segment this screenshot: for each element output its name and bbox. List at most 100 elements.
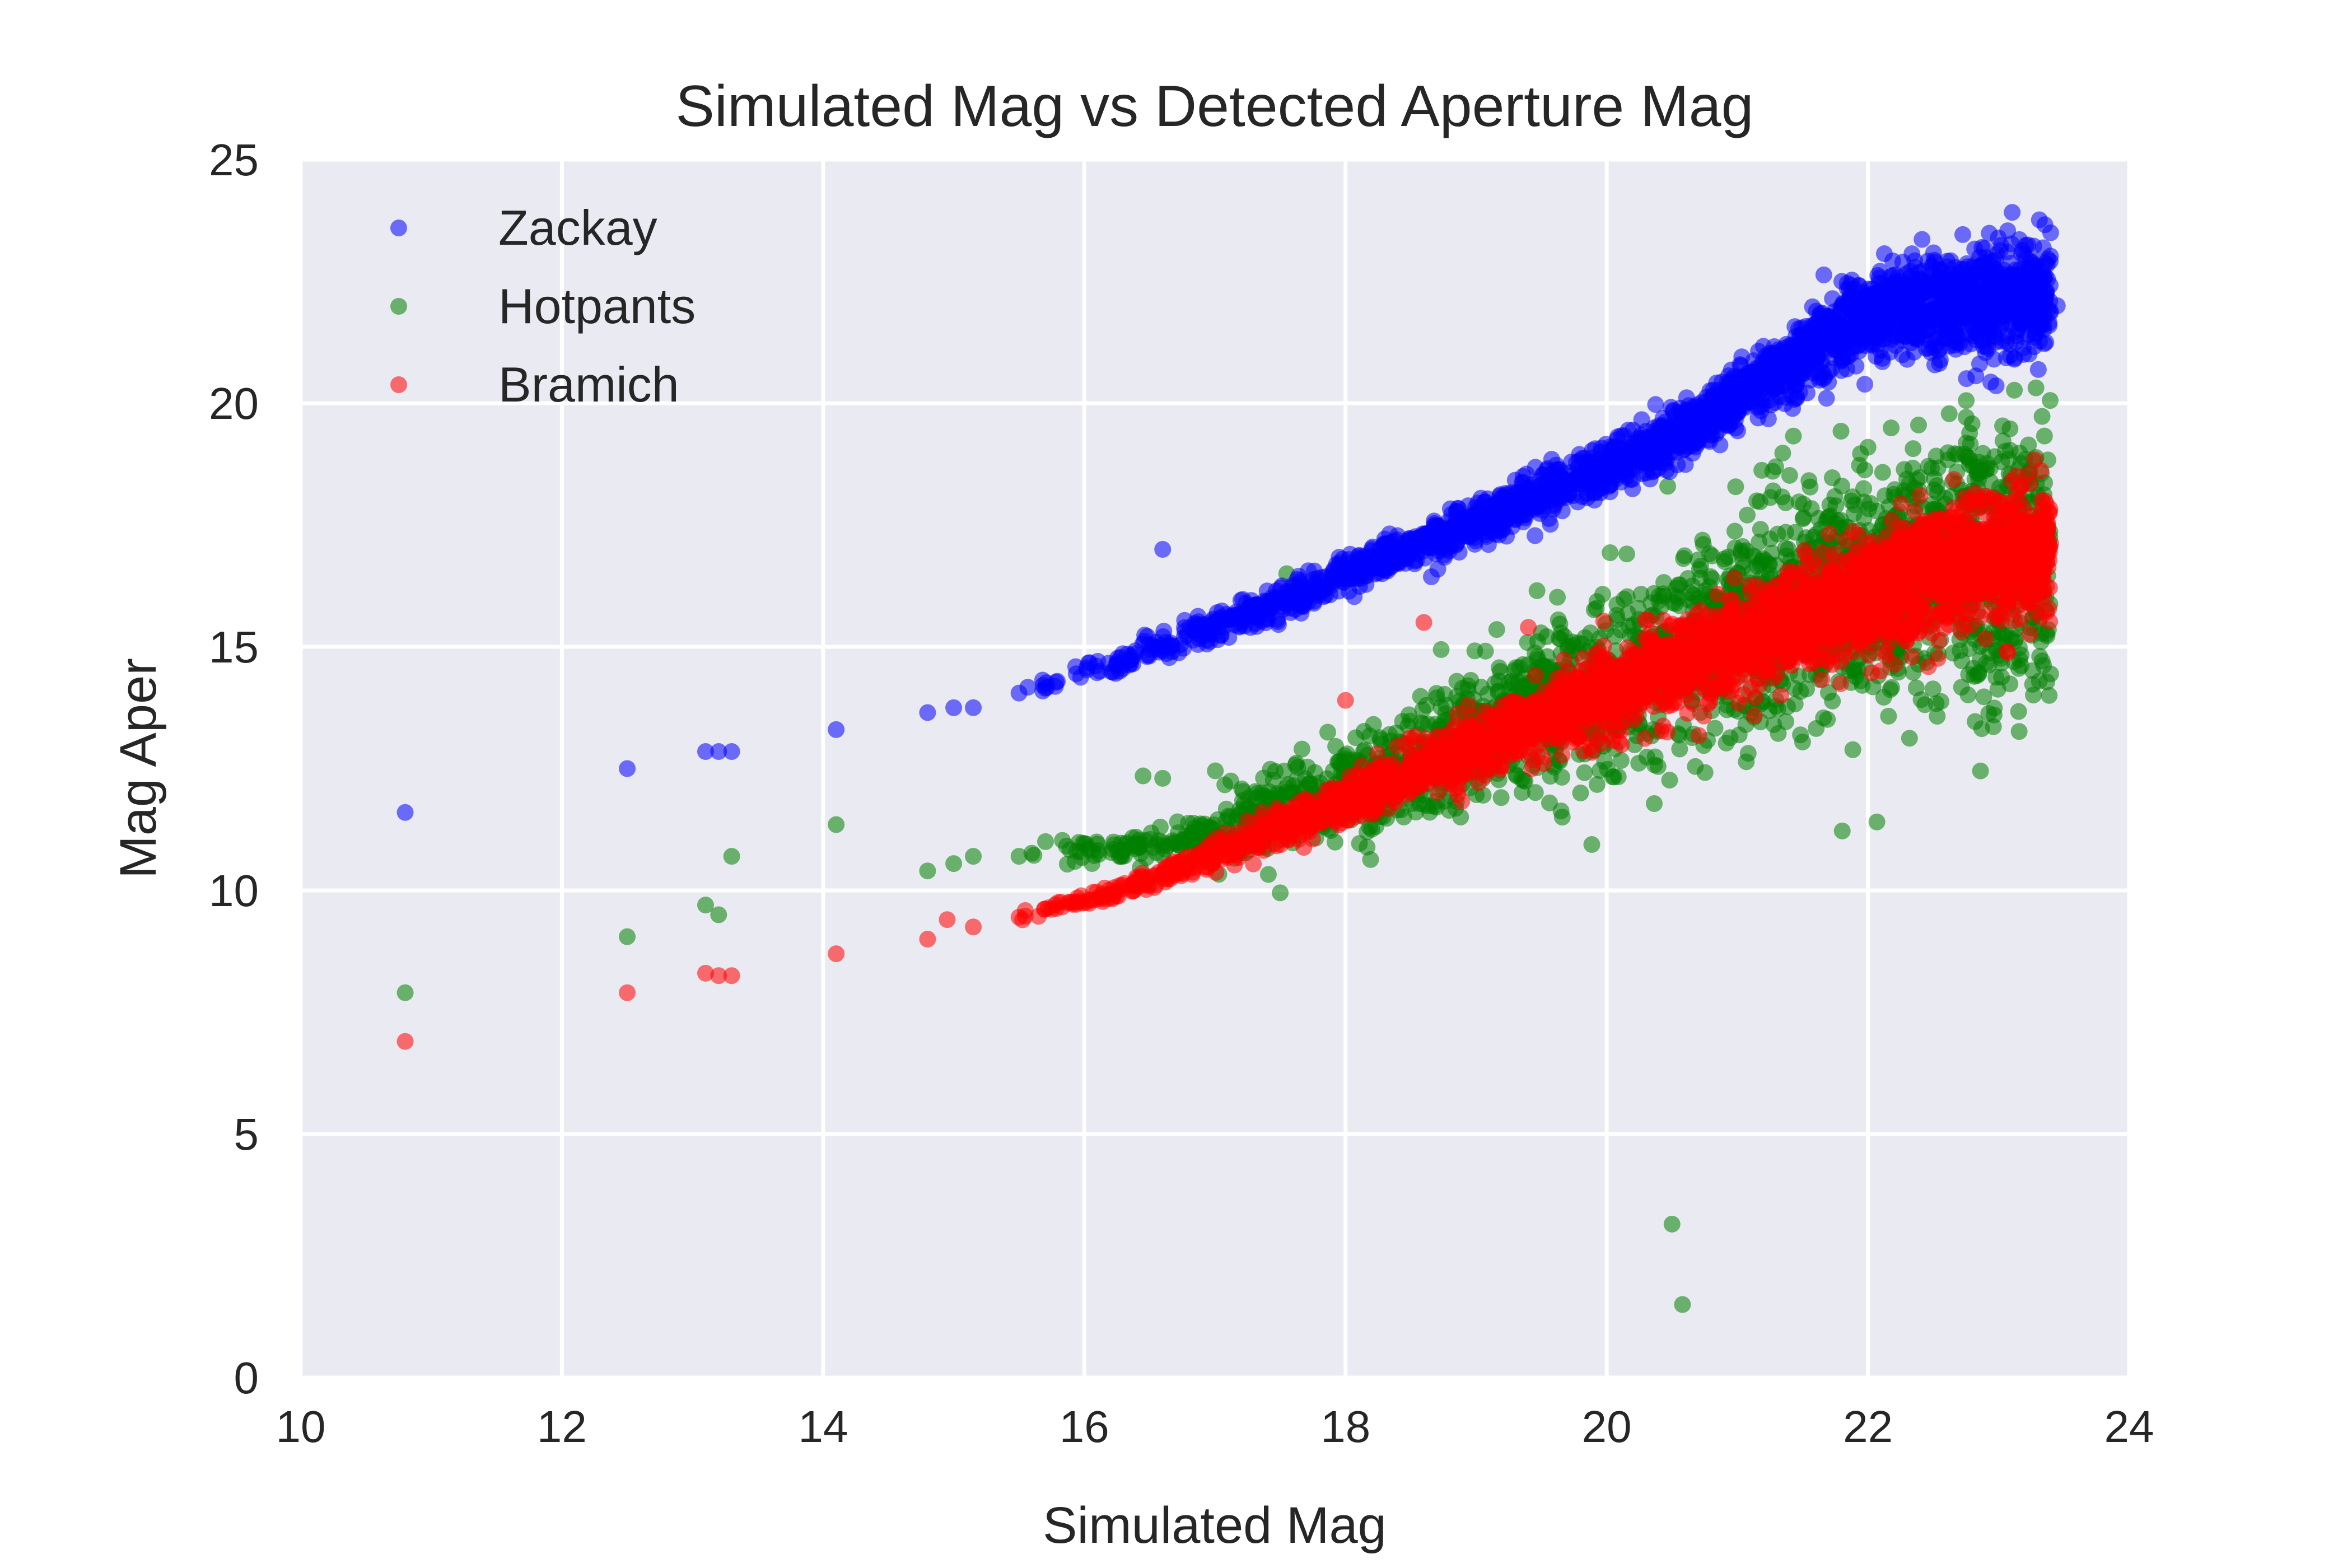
data-point [1859, 438, 1877, 456]
data-point [1749, 557, 1766, 575]
data-point [965, 848, 982, 865]
data-point [2031, 211, 2048, 228]
data-point [1647, 396, 1664, 413]
data-point [1803, 500, 1820, 517]
data-point [1293, 740, 1310, 758]
data-point [1760, 410, 1777, 427]
data-point [697, 897, 714, 914]
data-point [1084, 855, 1101, 872]
data-point [1730, 726, 1748, 744]
data-point [2010, 660, 2027, 677]
data-point [1985, 351, 2003, 368]
data-point [1441, 524, 1459, 541]
data-point [2025, 687, 2042, 704]
data-point [1964, 660, 1982, 677]
data-point [1917, 340, 1935, 357]
data-point [1612, 752, 1630, 769]
data-point [1661, 772, 1678, 789]
data-point [1088, 833, 1105, 851]
data-point [1432, 641, 1450, 658]
data-point [1528, 582, 1546, 599]
data-point [1883, 419, 1900, 437]
data-point [1691, 561, 1708, 578]
data-point [1727, 478, 1744, 496]
data-point [1833, 477, 1850, 494]
data-point [1914, 231, 1931, 248]
data-point [1738, 753, 1755, 771]
data-point [1819, 684, 1837, 701]
data-point [710, 906, 727, 923]
data-point [1506, 662, 1523, 679]
data-point [1994, 417, 2012, 435]
data-point [1583, 836, 1600, 853]
data-point [1761, 702, 1778, 720]
data-point [1616, 590, 1633, 608]
data-point [2042, 392, 2059, 409]
data-point [1412, 688, 1429, 705]
data-point [1402, 712, 1419, 730]
data-point [1299, 758, 1316, 776]
data-point [1428, 685, 1445, 702]
data-point [1216, 776, 1234, 794]
data-point [1963, 415, 1981, 432]
data-point [1907, 679, 1925, 697]
data-point [1777, 494, 1794, 511]
data-point [1582, 624, 1599, 642]
data-point [1527, 527, 1544, 544]
data-point [1706, 720, 1724, 737]
data-point [1492, 789, 1510, 806]
data-point [1527, 784, 1544, 801]
data-point [1347, 729, 1365, 746]
data-point [1142, 824, 1160, 842]
data-point [1662, 399, 1679, 416]
data-point [1491, 659, 1508, 676]
data-point [1845, 505, 1863, 522]
data-point [2010, 703, 2027, 720]
data-point [1552, 802, 1570, 820]
data-point [1880, 707, 1897, 725]
data-point [1609, 768, 1627, 786]
data-point [1896, 461, 1913, 478]
data-point [1959, 686, 1977, 703]
data-point [2001, 675, 2019, 693]
data-point [2041, 687, 2058, 704]
data-point [2033, 408, 2051, 425]
data-point [1630, 599, 1647, 617]
data-point [1805, 529, 1822, 546]
data-point [1954, 226, 1971, 243]
data-point [1488, 621, 1505, 638]
data-point [1671, 597, 1688, 614]
data-point [828, 816, 845, 833]
data-point [1939, 444, 1957, 461]
data-point [1023, 844, 1040, 862]
data-point [1739, 506, 1756, 524]
data-point [1212, 627, 1230, 644]
data-point [1037, 833, 1054, 850]
data-point [1135, 767, 1152, 785]
data-point [1596, 753, 1613, 771]
series-zackay [396, 204, 2066, 821]
data-point [1272, 884, 1289, 902]
data-point [1790, 493, 1808, 511]
data-point [2029, 361, 2047, 378]
data-point [1319, 724, 1336, 741]
data-point [1774, 445, 1791, 462]
data-point [1856, 376, 1874, 393]
data-point [1448, 673, 1466, 690]
data-point [1765, 482, 1782, 500]
data-point [1371, 729, 1388, 746]
data-point [2038, 673, 2056, 690]
data-point [1752, 521, 1769, 538]
data-point [1539, 648, 1556, 665]
data-point [1198, 632, 1215, 649]
data-point [1588, 600, 1605, 617]
data-point [1071, 843, 1089, 861]
data-point [1586, 440, 1604, 458]
data-point [1646, 795, 1663, 812]
data-point [1466, 642, 1483, 660]
data-point [1798, 680, 1816, 698]
data-point [1663, 1215, 1681, 1233]
data-point [1572, 785, 1589, 801]
data-point [1494, 521, 1511, 538]
data-point [1638, 748, 1655, 766]
